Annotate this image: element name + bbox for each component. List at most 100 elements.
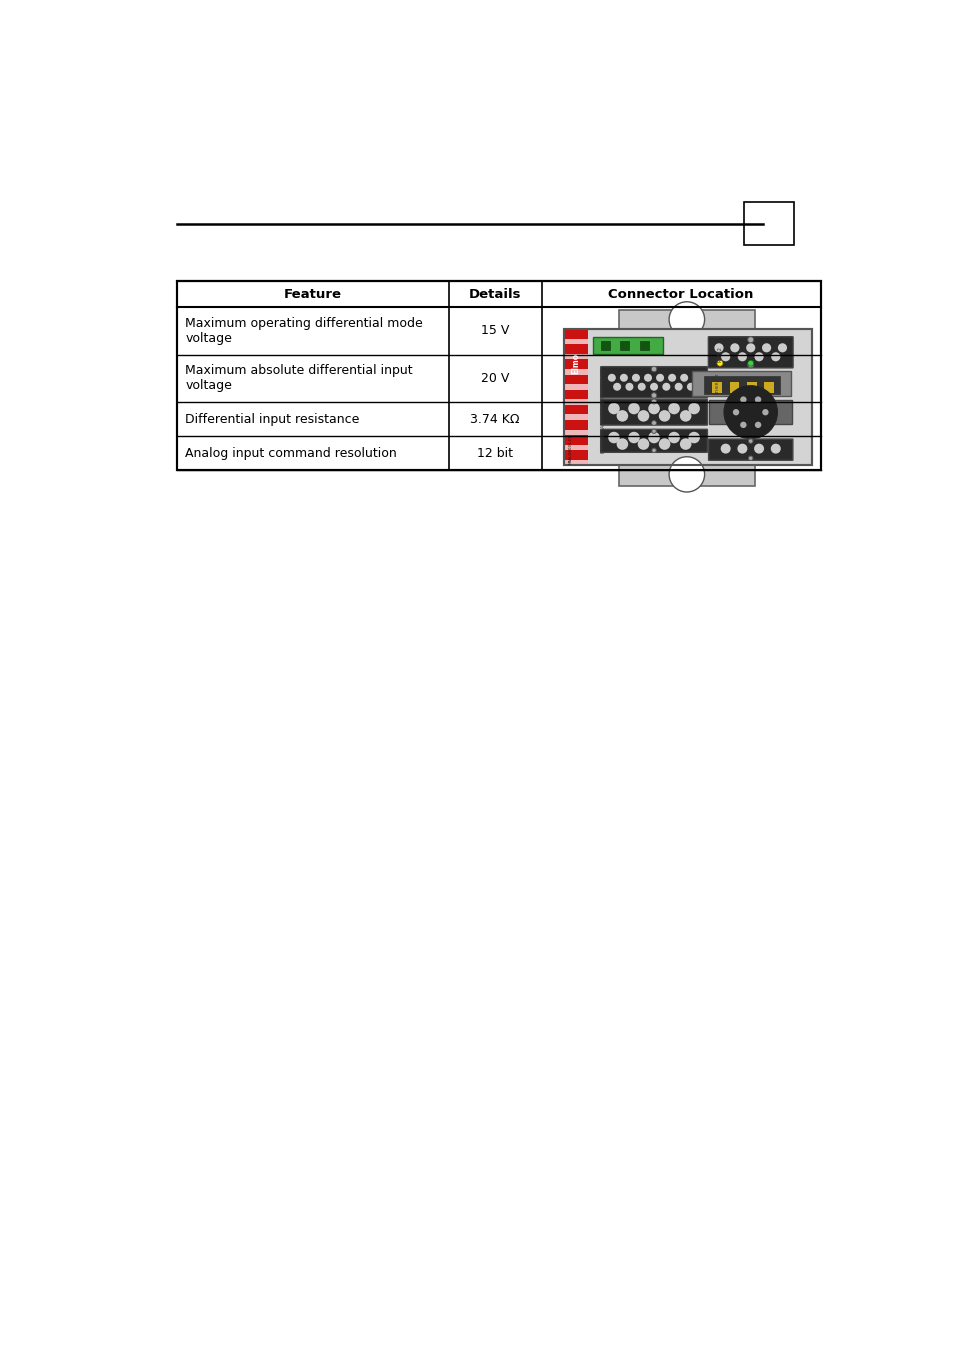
Bar — [563, 384, 587, 389]
Bar — [563, 354, 587, 359]
Bar — [600, 340, 609, 350]
Circle shape — [651, 430, 656, 434]
Circle shape — [761, 409, 768, 415]
Circle shape — [647, 432, 659, 443]
Circle shape — [737, 443, 746, 454]
Circle shape — [686, 382, 694, 390]
Circle shape — [729, 343, 739, 353]
Circle shape — [619, 374, 627, 382]
Text: Feature: Feature — [284, 288, 341, 301]
Circle shape — [631, 374, 639, 382]
Bar — [679, 336, 693, 345]
Text: 20 V: 20 V — [480, 372, 509, 385]
Text: Differential input resistance: Differential input resistance — [185, 413, 359, 426]
Circle shape — [754, 396, 760, 403]
Text: MAN-G0001-CR: MAN-G0001-CR — [568, 434, 572, 465]
Circle shape — [754, 353, 762, 361]
Circle shape — [737, 353, 746, 361]
Bar — [177, 281, 820, 470]
Circle shape — [616, 438, 627, 450]
Circle shape — [649, 382, 658, 390]
Circle shape — [679, 411, 691, 422]
Circle shape — [745, 343, 755, 353]
Circle shape — [647, 403, 659, 415]
Text: Analog input command resolution: Analog input command resolution — [185, 447, 396, 459]
Bar — [746, 382, 756, 393]
Bar — [563, 339, 587, 345]
Text: 12 bit: 12 bit — [476, 447, 513, 459]
Circle shape — [607, 403, 619, 415]
Bar — [563, 330, 811, 465]
Circle shape — [720, 353, 729, 361]
Circle shape — [720, 443, 730, 454]
Circle shape — [753, 443, 763, 454]
Circle shape — [667, 403, 679, 415]
Bar — [563, 369, 587, 374]
Circle shape — [659, 438, 670, 450]
Circle shape — [679, 438, 691, 450]
Text: 3.74 KΩ: 3.74 KΩ — [470, 413, 519, 426]
Text: Maximum operating differential mode
voltage: Maximum operating differential mode volt… — [185, 316, 422, 345]
Bar — [639, 340, 648, 350]
Bar — [619, 340, 629, 350]
FancyBboxPatch shape — [600, 430, 707, 453]
Bar — [563, 330, 587, 465]
FancyBboxPatch shape — [708, 439, 792, 461]
Circle shape — [637, 411, 649, 422]
Circle shape — [723, 385, 777, 439]
Circle shape — [770, 353, 780, 361]
Bar — [563, 444, 587, 450]
Bar — [563, 430, 587, 435]
Circle shape — [740, 396, 746, 403]
Text: Elmo: Elmo — [571, 353, 579, 374]
Text: Maximum absolute differential input
voltage: Maximum absolute differential input volt… — [185, 365, 413, 393]
Text: Connector Location: Connector Location — [608, 288, 753, 301]
Circle shape — [674, 382, 682, 390]
Circle shape — [607, 432, 619, 443]
Circle shape — [777, 343, 786, 353]
Bar — [618, 465, 755, 486]
Bar — [703, 376, 779, 394]
Circle shape — [748, 457, 752, 461]
Text: ANALOG IN 7: ANALOG IN 7 — [600, 396, 605, 428]
Text: DIGITAL I/O: DIGITAL I/O — [600, 369, 605, 396]
Circle shape — [667, 432, 679, 443]
Circle shape — [643, 374, 651, 382]
Circle shape — [607, 374, 616, 382]
Text: RS232: RS232 — [717, 346, 721, 362]
Circle shape — [714, 343, 722, 353]
Bar — [618, 311, 755, 331]
Circle shape — [637, 382, 645, 390]
Circle shape — [747, 361, 753, 366]
Circle shape — [651, 399, 656, 404]
Bar — [563, 459, 587, 465]
Bar — [708, 400, 792, 424]
Bar — [592, 338, 662, 354]
Bar — [692, 372, 791, 396]
Bar — [712, 382, 721, 393]
Circle shape — [656, 374, 663, 382]
Bar — [177, 281, 820, 470]
Circle shape — [761, 343, 770, 353]
Text: 15 V: 15 V — [480, 324, 509, 338]
Circle shape — [651, 393, 656, 399]
Circle shape — [625, 382, 633, 390]
Text: ETHERNET: ETHERNET — [715, 373, 719, 394]
Circle shape — [740, 422, 746, 428]
Circle shape — [747, 336, 753, 343]
Circle shape — [661, 382, 670, 390]
Circle shape — [679, 374, 687, 382]
Circle shape — [668, 457, 704, 492]
Circle shape — [651, 366, 656, 372]
Bar — [763, 382, 773, 393]
Circle shape — [770, 443, 780, 454]
Circle shape — [747, 362, 753, 367]
Circle shape — [627, 403, 639, 415]
Bar — [563, 415, 587, 420]
Circle shape — [616, 411, 627, 422]
Circle shape — [637, 438, 649, 450]
Circle shape — [732, 409, 739, 415]
Circle shape — [659, 411, 670, 422]
Circle shape — [717, 361, 722, 366]
Bar — [743, 201, 794, 246]
